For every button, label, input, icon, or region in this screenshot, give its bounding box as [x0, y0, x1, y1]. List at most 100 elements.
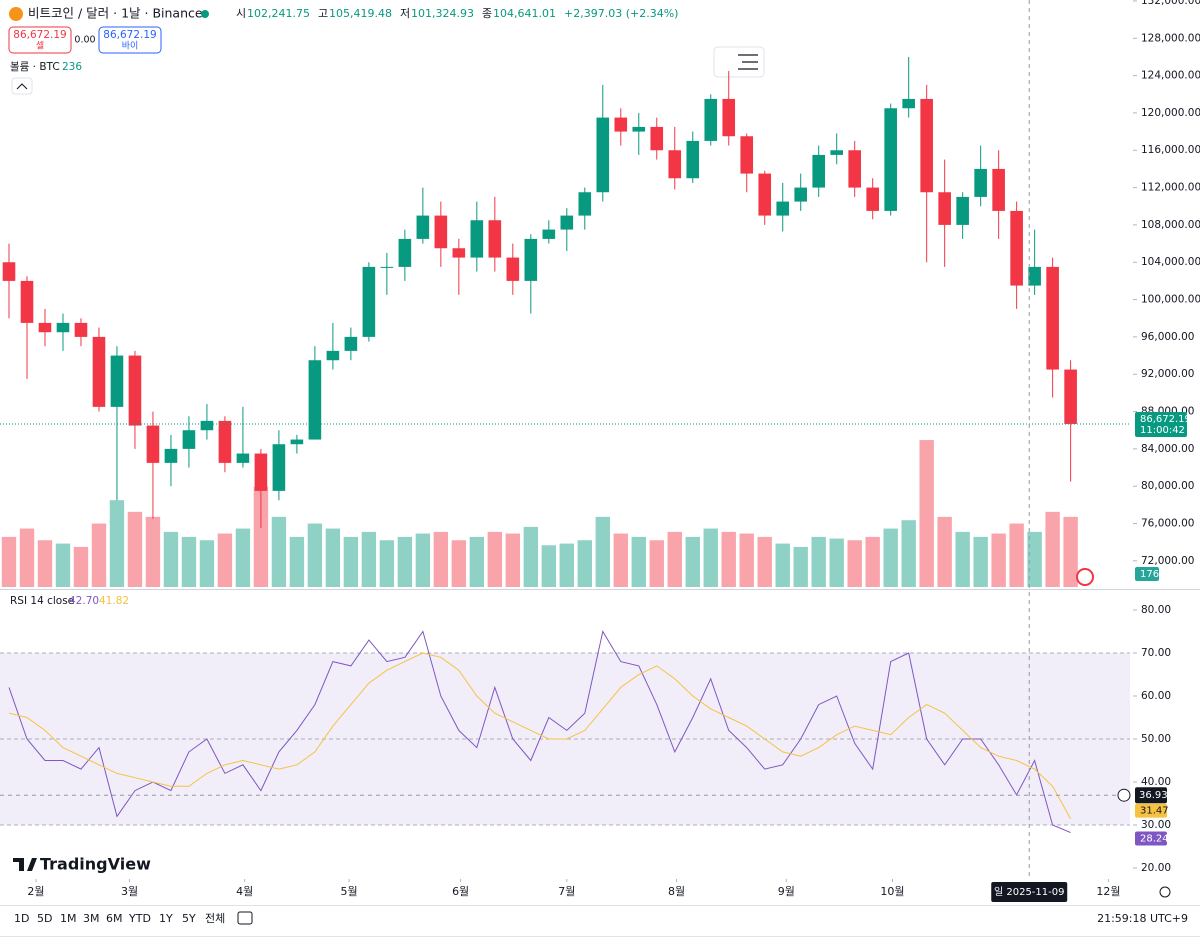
candle-body: [542, 229, 556, 239]
collapse-button[interactable]: [11, 77, 33, 95]
volume-bar: [397, 536, 413, 587]
candle-body: [740, 136, 754, 174]
sell-price: 86,672.19: [13, 29, 66, 41]
volume-bar: [829, 538, 844, 587]
change: +2,397.03 (+2.34%): [564, 7, 678, 20]
x-tick-label: 12월: [1096, 885, 1120, 898]
candle-body: [92, 336, 106, 407]
buy-label: 바이: [122, 41, 139, 52]
volume-tag-label: 176: [1140, 569, 1159, 580]
volume-bar: [1027, 531, 1042, 587]
candle-body: [1046, 266, 1059, 370]
x-tick-label: 8월: [668, 885, 685, 898]
range-button[interactable]: YTD: [128, 912, 151, 925]
spread: 0.00: [74, 35, 95, 46]
candle-body: [470, 220, 484, 258]
rsi-legend-value: 42.70: [69, 595, 99, 607]
rsi-line: [8, 652, 1072, 819]
range-button[interactable]: 5Y: [182, 912, 196, 925]
volume-bar: [973, 536, 988, 587]
buy-button[interactable]: [98, 26, 162, 54]
last-price-tag: [1135, 411, 1187, 437]
candle-body: [668, 150, 682, 179]
crosshair-plus[interactable]: [1117, 788, 1131, 802]
buy-price: 86,672.19: [103, 29, 156, 41]
volume-bar: [919, 440, 934, 587]
volume-bar: [757, 536, 772, 587]
crosshair-label: 36.93: [1139, 790, 1168, 801]
candle-body: [956, 196, 969, 225]
volume-bar: [523, 526, 539, 587]
date-label: 일 2025-11-09: [994, 886, 1065, 898]
brand: TradingView: [40, 855, 151, 874]
volume-bar: [1045, 511, 1060, 587]
status-dot: [201, 10, 209, 18]
y-tick-label: 96,000.00: [1141, 331, 1194, 343]
candle-body: [254, 453, 268, 491]
volume-bar: [955, 531, 970, 587]
candle-body: [56, 322, 70, 333]
rsi-line: [8, 630, 1071, 834]
range-button[interactable]: 6M: [106, 912, 123, 925]
volume-bar: [91, 523, 107, 587]
rsi-value-label: 31.47: [1140, 806, 1169, 817]
range-button[interactable]: 1M: [60, 912, 77, 925]
range-button[interactable]: 전체: [205, 912, 225, 925]
flag-icon: [1076, 568, 1094, 586]
settings-icon[interactable]: [1159, 886, 1171, 898]
volume-bar: [505, 533, 521, 587]
volume-bar: [361, 531, 377, 587]
y-tick-label: 108,000.00: [1141, 219, 1200, 231]
clock: 21:59:18 UTC+9: [1097, 912, 1188, 925]
sell-button[interactable]: [8, 26, 72, 54]
volume-bar: [487, 531, 503, 587]
candle-body: [20, 280, 34, 323]
range-button[interactable]: 3M: [83, 912, 100, 925]
candle-body: [866, 187, 879, 211]
x-tick-label: 3월: [121, 885, 138, 898]
ohlc-value: 104,641.01: [493, 7, 556, 20]
x-tick-label: 7월: [558, 885, 575, 898]
ohlc-value: 101,324.93: [411, 7, 474, 20]
ohlc-label: 시: [236, 7, 246, 20]
volume-legend-title: 볼륨 · BTC: [10, 61, 60, 73]
candle-body: [488, 220, 502, 258]
volume-bar: [127, 511, 143, 587]
candle-body: [794, 187, 808, 202]
volume-bar: [469, 536, 485, 587]
candle-body: [1064, 369, 1077, 424]
range-button[interactable]: 1D: [14, 912, 29, 925]
x-tick-label: 5월: [341, 885, 358, 898]
candle-body: [452, 248, 466, 258]
candle-body: [614, 117, 628, 132]
candle-body: [218, 420, 232, 463]
candle-body: [578, 192, 592, 216]
volume-bar: [343, 536, 359, 587]
y-tick-label: 116,000.00: [1141, 144, 1200, 156]
range-button[interactable]: 5D: [37, 912, 52, 925]
candle-body: [560, 215, 574, 230]
x-tick-label: 9월: [778, 885, 795, 898]
x-tick-label: 10월: [880, 885, 904, 898]
volume-bar: [181, 536, 197, 587]
rsi-tick-label: 20.00: [1141, 862, 1171, 874]
ohlc-label: 저: [400, 7, 410, 20]
volume-bar: [559, 543, 574, 587]
candle-body: [776, 201, 790, 216]
date-range-icon[interactable]: [237, 911, 253, 925]
candle-body: [632, 126, 646, 132]
volume-bar: [739, 533, 754, 587]
rsi-tick-label: 70.00: [1141, 647, 1171, 659]
volume-bar: [55, 543, 71, 587]
volume-bar: [991, 533, 1006, 587]
volume-bar: [847, 540, 862, 587]
rsi-value-label: 28.24: [1140, 834, 1169, 845]
last-price-label: 86,672.19: [1140, 414, 1191, 425]
ohlc-label: 종: [482, 7, 492, 20]
range-button[interactable]: 1Y: [159, 912, 173, 925]
candle-body: [704, 98, 718, 141]
volume-bar: [253, 486, 269, 587]
candle-body: [362, 266, 376, 337]
